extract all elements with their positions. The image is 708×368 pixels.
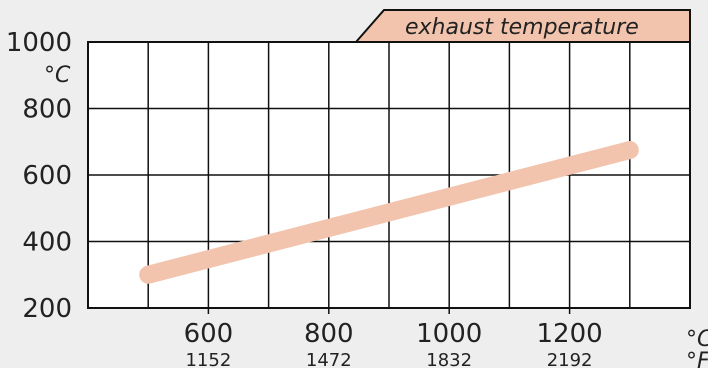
legend-label: exhaust temperature <box>405 15 639 40</box>
y-tick-label: 800 <box>22 95 72 125</box>
x-tick-label: 600 <box>184 319 234 349</box>
x-tick-label-fahrenheit: 1832 <box>426 350 472 368</box>
y-tick-label: 200 <box>22 294 72 324</box>
y-tick-label: 400 <box>22 228 72 258</box>
x-tick-label: 1200 <box>537 319 603 349</box>
y-tick-labels: 200 400 600 800 1000 <box>6 28 72 324</box>
x-tick-label-fahrenheit: 1472 <box>306 350 352 368</box>
series-layer <box>139 141 639 284</box>
x-tick-label: 800 <box>304 319 354 349</box>
y-tick-label: 1000 <box>6 28 72 58</box>
y-axis-unit: °C <box>44 63 71 88</box>
x-tick-label: 1000 <box>416 319 482 349</box>
x-tick-label-fahrenheit: 2192 <box>547 350 593 368</box>
x-axis-unit: °C <box>686 327 708 352</box>
y-tick-label: 600 <box>22 161 72 191</box>
x-axis-secondary-unit: °F <box>686 349 708 368</box>
series-line <box>139 141 639 284</box>
x-tick-label-fahrenheit: 1152 <box>185 350 231 368</box>
